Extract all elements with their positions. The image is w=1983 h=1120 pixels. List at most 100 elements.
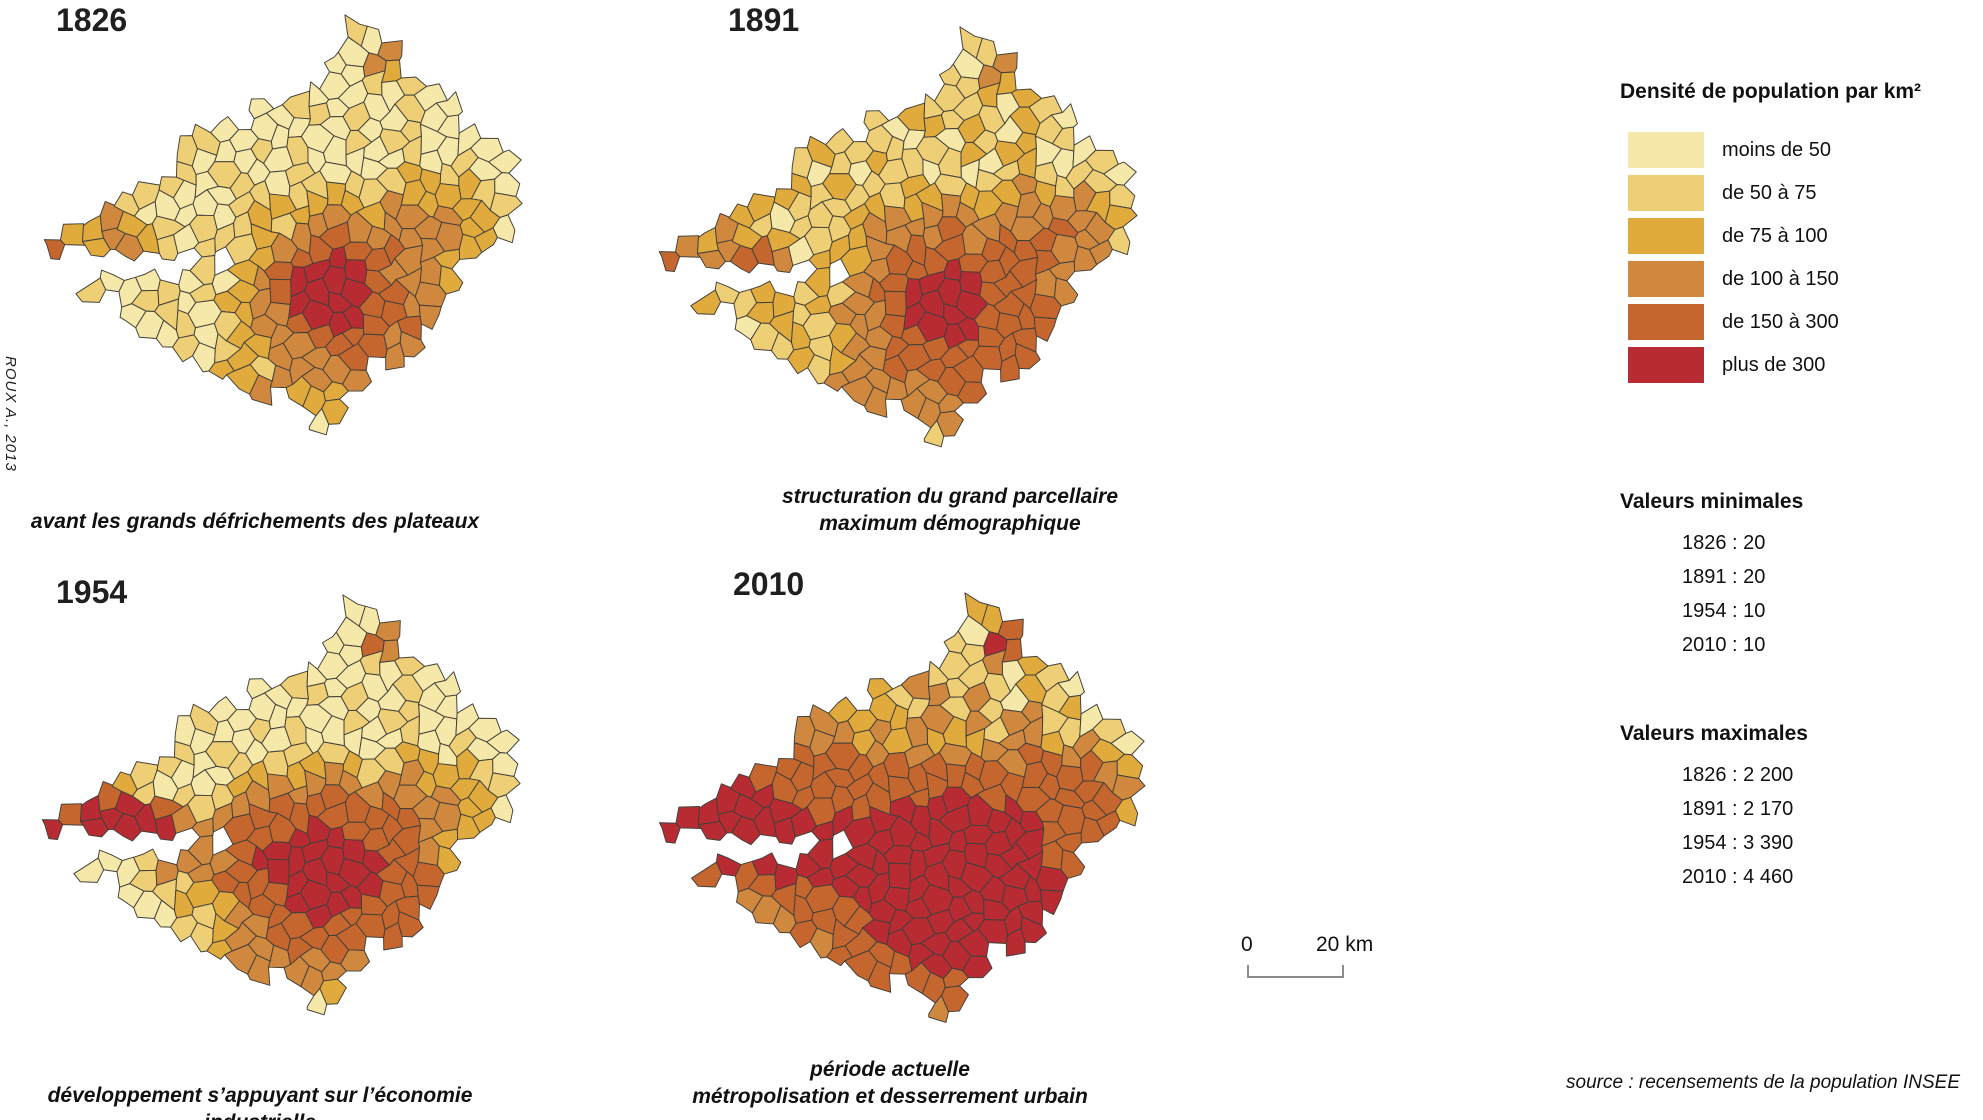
commune-cell <box>1053 277 1079 307</box>
commune-cell <box>1109 184 1136 209</box>
commune-cell <box>58 803 84 826</box>
value-item: 1954 : 10 <box>1682 600 1766 622</box>
value-item: 1826 : 2 200 <box>1682 764 1794 786</box>
map-title-2010: 2010 <box>733 566 805 602</box>
commune-cell <box>492 752 519 777</box>
commune-cell <box>43 239 66 261</box>
commune-cell <box>1033 316 1057 342</box>
legend-swatch-5 <box>1628 347 1704 383</box>
scalebar-zero-label: 0 <box>1241 933 1253 956</box>
commune-cell <box>492 214 516 244</box>
legend-row: plus de 300 <box>1628 347 1839 383</box>
commune-cell <box>73 857 105 883</box>
choropleth-map-1954 <box>28 594 528 1032</box>
value-item: 1891 : 20 <box>1682 566 1766 588</box>
commune-cell <box>319 978 347 1005</box>
commune-cell <box>1116 753 1144 780</box>
commune-cell <box>416 884 440 910</box>
caption-line: structuration du grand parcellaire <box>781 485 1119 508</box>
map-svg-2010 <box>658 592 1146 1023</box>
commune-cell <box>691 861 723 888</box>
commune-cell <box>399 331 426 358</box>
legend-label: de 100 à 150 <box>1722 267 1839 290</box>
value-item: 2010 : 4 460 <box>1682 866 1794 888</box>
commune-cell <box>60 223 86 246</box>
commune-cell <box>690 289 722 315</box>
commune-cell <box>340 949 371 972</box>
commune-cell <box>1014 343 1041 370</box>
map-caption-1826: avant les grands défrichements des plate… <box>0 508 510 535</box>
commune-cell <box>75 277 107 303</box>
caption-line: métropolisation et desserrement urbain <box>692 1085 1088 1108</box>
commune-cell <box>997 618 1024 641</box>
commune-cell <box>884 290 907 317</box>
legend-label: de 50 à 75 <box>1722 181 1817 204</box>
commune-cell <box>1107 226 1131 256</box>
legend-label: plus de 300 <box>1722 353 1826 376</box>
legend-label: moins de 50 <box>1722 138 1831 161</box>
map-title-1954: 1954 <box>56 574 128 610</box>
commune-cell <box>489 192 523 218</box>
legend-row: de 75 à 100 <box>1628 218 1839 254</box>
commune-cell <box>487 772 521 798</box>
author-credit: ROUX A., 2013 <box>2 356 19 472</box>
choropleth-map-1826 <box>30 14 530 452</box>
map-title-1826: 1826 <box>56 2 128 38</box>
commune-cell <box>41 819 64 841</box>
legend-swatch-2 <box>1628 218 1704 254</box>
legend-row: de 100 à 150 <box>1628 261 1839 297</box>
map-title-1891: 1891 <box>728 2 800 38</box>
commune-cell <box>962 955 993 979</box>
commune-cell <box>494 172 521 197</box>
legend-swatch-1 <box>1628 175 1704 211</box>
commune-cell <box>1060 849 1086 879</box>
scalebar-bracket <box>1247 965 1344 978</box>
commune-cell <box>658 251 681 273</box>
legend-row: de 150 à 300 <box>1628 304 1839 340</box>
choropleth-map-2010 <box>645 592 1153 1040</box>
commune-cell <box>1040 889 1064 916</box>
commune-cell <box>436 845 462 875</box>
min-values-title: Valeurs minimales <box>1620 490 1804 513</box>
legend-label: de 75 à 100 <box>1722 224 1828 247</box>
min-values-list: 1826 : 20 1891 : 20 1954 : 10 2010 : 10 <box>1682 526 1765 662</box>
commune-cell <box>321 398 349 425</box>
commune-cell <box>377 40 403 62</box>
commune-cell <box>658 822 681 844</box>
commune-cell <box>1020 916 1048 944</box>
map-svg-1891 <box>658 26 1138 448</box>
commune-cell <box>397 911 424 938</box>
map-caption-2010: période actuelle métropolisation et desse… <box>640 1056 1140 1110</box>
caption-line: période actuelle <box>810 1058 970 1081</box>
map-svg-1954 <box>41 594 521 1016</box>
caption-line: développement s’appuyant sur l’économie … <box>47 1084 473 1120</box>
caption-line: maximum démographique <box>819 512 1081 535</box>
commune-cell <box>375 620 401 642</box>
map-svg-1826 <box>43 14 523 436</box>
value-item: 1826 : 20 <box>1682 532 1766 554</box>
scalebar-bar <box>1246 962 1346 985</box>
max-values-title: Valeurs maximales <box>1620 722 1808 745</box>
legend-rows: moins de 50 de 50 à 75 de 75 à 100 de 100 à… <box>1628 132 1839 383</box>
commune-cell <box>342 369 373 392</box>
value-item: 1891 : 2 170 <box>1682 798 1794 820</box>
scalebar-distance-label: 20 km <box>1316 933 1374 956</box>
legend-swatch-4 <box>1628 304 1704 340</box>
legend-swatch-0 <box>1628 132 1704 168</box>
commune-cell <box>936 410 964 437</box>
choropleth-map-1891 <box>645 26 1145 464</box>
legend-row: de 50 à 75 <box>1628 175 1839 211</box>
commune-cell <box>418 304 442 330</box>
source-note: source : recensements de la population I… <box>1566 1072 1960 1093</box>
map-caption-1954: développement s’appuyant sur l’économie … <box>0 1082 520 1120</box>
commune-cell <box>490 794 514 824</box>
legend-label: de 150 à 300 <box>1722 310 1839 333</box>
commune-cell <box>888 862 911 890</box>
caption-line: avant les grands défrichements des plate… <box>30 510 480 533</box>
commune-cell <box>1114 796 1139 827</box>
commune-cell <box>269 278 292 305</box>
max-values-list: 1826 : 2 200 1891 : 2 170 1954 : 3 390 2010… <box>1682 758 1793 894</box>
commune-cell <box>1112 774 1146 801</box>
value-item: 2010 : 10 <box>1682 634 1766 656</box>
